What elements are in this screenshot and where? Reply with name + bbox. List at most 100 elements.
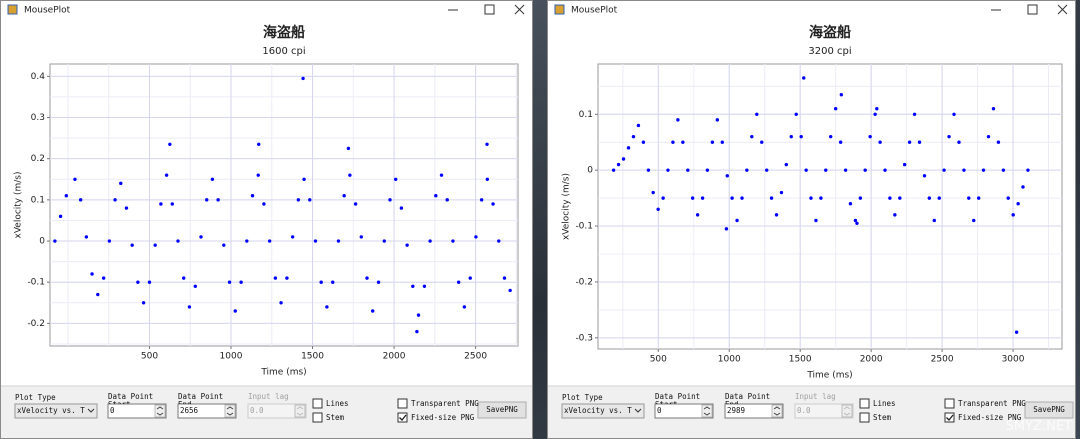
- end-input[interactable]: [177, 403, 237, 419]
- point: [273, 276, 278, 280]
- point: [855, 221, 859, 225]
- point: [740, 196, 744, 200]
- plot-type-value[interactable]: xVelocity vs. Ti: [17, 407, 85, 415]
- point: [977, 196, 981, 200]
- lines-checkbox[interactable]: [312, 398, 323, 409]
- lines-label[interactable]: Lines: [873, 400, 896, 408]
- point: [676, 118, 680, 122]
- point: [972, 218, 976, 223]
- start-value[interactable]: 0: [110, 407, 115, 415]
- point: [199, 235, 203, 239]
- point: [843, 168, 848, 172]
- close-button[interactable]: [1057, 4, 1068, 15]
- stem-label[interactable]: Stem: [326, 414, 345, 422]
- point: [485, 142, 489, 146]
- point: [893, 213, 897, 217]
- plot-type-select[interactable]: [14, 403, 98, 419]
- point: [301, 76, 305, 81]
- start-label: Data Point Start: [108, 393, 154, 404]
- point: [755, 112, 759, 116]
- point: [661, 196, 665, 200]
- point: [760, 140, 764, 144]
- point: [365, 276, 369, 280]
- save-button[interactable]: [1024, 401, 1074, 419]
- point: [774, 213, 779, 217]
- y-tick-label: 0.4: [31, 72, 46, 82]
- point: [735, 218, 739, 223]
- close-button[interactable]: [514, 4, 525, 15]
- start-label: Data Point Start: [655, 393, 701, 404]
- start-value[interactable]: 0: [657, 407, 662, 415]
- point: [346, 146, 351, 151]
- transparent-png-checkbox[interactable]: [397, 398, 408, 409]
- end-spinner[interactable]: [771, 404, 783, 418]
- point: [388, 198, 392, 202]
- point: [394, 177, 398, 181]
- fixed-size-png-label[interactable]: Fixed-size PNG: [411, 414, 475, 422]
- maximize-button[interactable]: [484, 4, 495, 15]
- stem-checkbox[interactable]: [859, 412, 870, 423]
- window-title: MousePlot: [24, 6, 71, 16]
- save-button[interactable]: [477, 401, 527, 419]
- point: [789, 134, 793, 139]
- point: [631, 134, 636, 139]
- point: [205, 198, 209, 202]
- dropdown-arrow: [634, 408, 642, 413]
- plot-area: [49, 63, 519, 347]
- point: [750, 134, 754, 139]
- x-tick-label: 2500: [931, 355, 954, 365]
- point: [331, 280, 335, 284]
- stem-label[interactable]: Stem: [873, 414, 892, 422]
- end-spinner[interactable]: [224, 404, 236, 418]
- point: [107, 239, 112, 243]
- start-spinner[interactable]: [701, 404, 713, 418]
- fixed-size-png-label[interactable]: Fixed-size PNG: [958, 414, 1022, 422]
- fixed-size-png-checkbox[interactable]: [944, 412, 955, 423]
- save-button-label[interactable]: SavePNG: [486, 406, 518, 414]
- point: [1014, 330, 1019, 334]
- stem-checkbox[interactable]: [312, 412, 323, 423]
- transparent-png-label[interactable]: Transparent PNG: [411, 400, 479, 408]
- point: [456, 280, 461, 284]
- point: [428, 239, 432, 243]
- maximize-button[interactable]: [1027, 4, 1038, 15]
- point: [210, 177, 215, 181]
- point: [474, 235, 478, 239]
- point: [485, 177, 490, 181]
- lines-checkbox[interactable]: [859, 398, 870, 409]
- point: [858, 196, 863, 200]
- end-input[interactable]: [724, 403, 784, 419]
- transparent-png-checkbox[interactable]: [944, 398, 955, 409]
- lines-label[interactable]: Lines: [326, 400, 349, 408]
- point: [319, 280, 323, 284]
- x-tick-label: 500: [650, 355, 667, 365]
- point: [784, 162, 788, 167]
- point: [353, 202, 358, 206]
- fixed-size-png-checkbox[interactable]: [397, 412, 408, 423]
- point: [720, 140, 725, 144]
- plot-type-select[interactable]: [561, 403, 645, 419]
- point: [981, 168, 986, 172]
- chart-title: 海盗船: [263, 24, 305, 41]
- point: [863, 168, 867, 172]
- y-tick-label: 0.1: [31, 195, 45, 205]
- point: [182, 276, 186, 280]
- end-label: Data Point End: [178, 393, 224, 404]
- transparent-png-label[interactable]: Transparent PNG: [958, 400, 1026, 408]
- lag-label: Input lag: [248, 393, 289, 401]
- end-value[interactable]: 2656: [180, 407, 199, 415]
- point: [917, 140, 922, 144]
- point: [656, 207, 660, 211]
- start-input[interactable]: [107, 403, 167, 419]
- start-input[interactable]: [654, 403, 714, 419]
- lag-value: 0.0: [250, 407, 264, 415]
- end-value[interactable]: 2989: [727, 407, 746, 415]
- save-button-label[interactable]: SavePNG: [1033, 406, 1065, 414]
- point: [952, 112, 956, 116]
- plot-type-value[interactable]: xVelocity vs. Ti: [564, 407, 632, 415]
- lag-value: 0.0: [797, 407, 811, 415]
- point: [451, 239, 455, 243]
- point: [262, 202, 266, 206]
- start-spinner[interactable]: [154, 404, 166, 418]
- point: [159, 202, 163, 206]
